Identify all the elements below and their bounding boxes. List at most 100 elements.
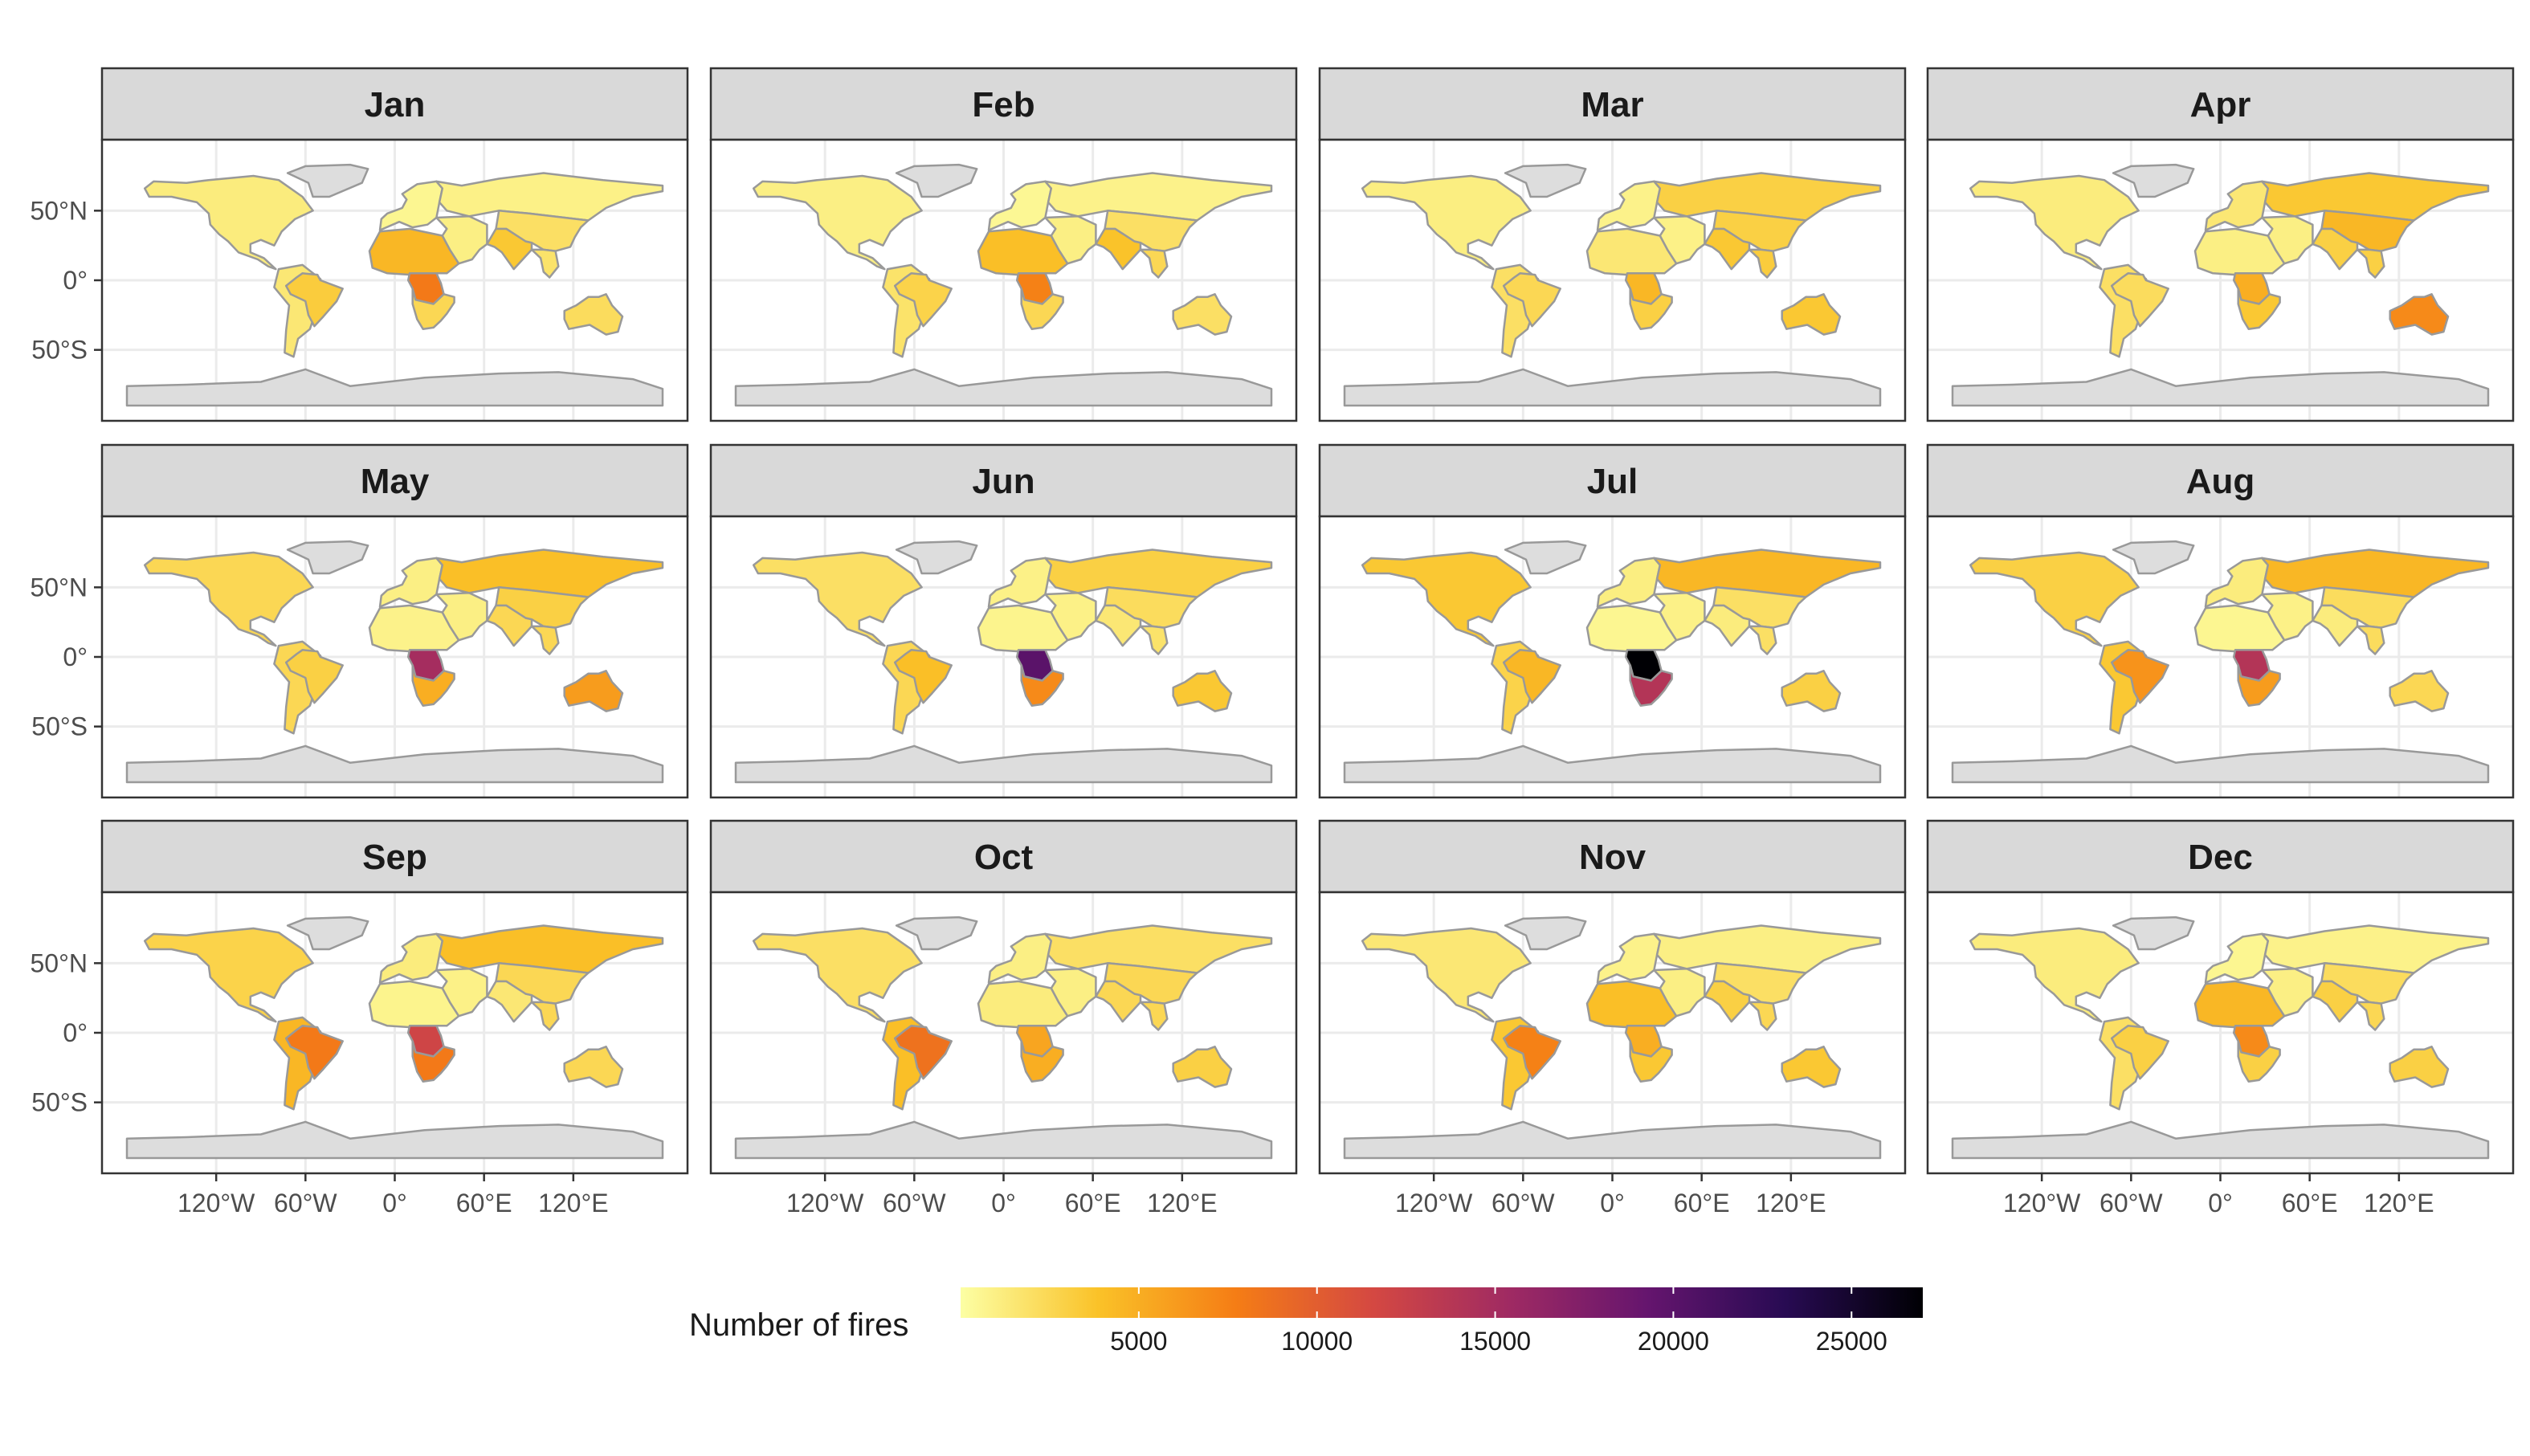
region-se-asia bbox=[530, 625, 560, 655]
legend-break-label: 15000 bbox=[1459, 1327, 1531, 1356]
panel-border bbox=[1926, 515, 2515, 799]
x-tick-label: 120°W bbox=[2003, 1189, 2081, 1217]
region-australia bbox=[1781, 293, 1842, 336]
region-antarctica bbox=[1343, 744, 1882, 784]
facet-strip bbox=[1926, 819, 2515, 894]
region-middle-east bbox=[1044, 968, 1097, 1018]
x-tick-label: 120°E bbox=[538, 1189, 609, 1217]
facet-strip bbox=[709, 443, 1298, 518]
region-south-africa bbox=[1629, 1040, 1673, 1083]
region-se-asia bbox=[1748, 625, 1777, 655]
region-greenland bbox=[286, 540, 369, 575]
region-russia bbox=[1653, 924, 1882, 974]
region-brazil bbox=[2110, 272, 2169, 328]
facet-panel-jul: Jul bbox=[1318, 443, 1907, 799]
y-tick-label: 50°N bbox=[31, 573, 88, 602]
region-south-africa bbox=[1020, 288, 1064, 330]
panel-border bbox=[1926, 138, 2515, 422]
x-tick-label: 0° bbox=[2208, 1189, 2233, 1217]
region-south-africa bbox=[411, 1040, 455, 1083]
region-greenland bbox=[895, 916, 978, 951]
legend-break-label: 25000 bbox=[1816, 1327, 1887, 1356]
facet-strip-label: Dec bbox=[2188, 838, 2253, 877]
region-north-america bbox=[143, 551, 314, 647]
panel-border bbox=[709, 138, 1298, 422]
region-south-africa bbox=[411, 664, 455, 707]
panel-border bbox=[709, 515, 1298, 799]
facet-strip bbox=[100, 67, 689, 141]
facet-strip-label: Sep bbox=[362, 838, 427, 877]
region-antarctica bbox=[734, 1120, 1273, 1160]
x-tick-label: 120°W bbox=[786, 1189, 864, 1217]
facet-strip-label: Feb bbox=[972, 85, 1034, 124]
region-russia bbox=[2261, 549, 2490, 598]
region-russia bbox=[2261, 172, 2490, 222]
facet-panel-nov: Nov 120°W 60°W 0° 60°E 120°E bbox=[1318, 819, 1907, 1217]
region-middle-east bbox=[2261, 592, 2314, 642]
x-tick-label: 0° bbox=[1600, 1189, 1625, 1217]
facet-strip-label: Aug bbox=[2186, 462, 2255, 501]
region-russia bbox=[2261, 924, 2490, 974]
x-tick-label: 120°E bbox=[1756, 1189, 1826, 1217]
region-north-america bbox=[1969, 551, 2140, 647]
y-tick-label: 50°S bbox=[31, 1088, 88, 1117]
x-tick-label: 60°E bbox=[2282, 1189, 2338, 1217]
region-south-africa bbox=[411, 288, 455, 330]
region-greenland bbox=[1504, 916, 1587, 951]
region-middle-east bbox=[1044, 592, 1097, 642]
region-brazil bbox=[2110, 649, 2169, 704]
region-west-africa bbox=[2193, 980, 2286, 1029]
panel-border bbox=[1318, 138, 1907, 422]
y-tick-label: 0° bbox=[63, 266, 88, 295]
x-tick-label: 60°W bbox=[2099, 1189, 2163, 1217]
region-brazil bbox=[284, 1025, 344, 1080]
region-brazil bbox=[893, 649, 953, 704]
region-brazil bbox=[893, 1025, 953, 1080]
facet-strip-label: Jul bbox=[1587, 462, 1638, 501]
region-brazil bbox=[284, 649, 344, 704]
facet-strip-label: Apr bbox=[2190, 85, 2251, 124]
region-se-asia bbox=[1748, 1001, 1777, 1031]
region-brazil bbox=[284, 272, 344, 328]
region-antarctica bbox=[1951, 744, 2490, 784]
region-north-america bbox=[752, 551, 923, 647]
region-antarctica bbox=[1343, 368, 1882, 407]
region-se-asia bbox=[1139, 248, 1169, 279]
region-brazil bbox=[1502, 649, 1561, 704]
legend-break-label: 20000 bbox=[1638, 1327, 1709, 1356]
facet-strip bbox=[1926, 67, 2515, 141]
region-north-america bbox=[1969, 174, 2140, 271]
region-greenland bbox=[286, 163, 369, 198]
region-se-asia bbox=[2356, 1001, 2385, 1031]
facet-panel-apr: Apr bbox=[1926, 67, 2515, 422]
region-australia bbox=[1172, 293, 1233, 336]
panel-border bbox=[1318, 515, 1907, 799]
region-australia bbox=[1172, 670, 1233, 712]
region-north-america bbox=[1361, 551, 1532, 647]
region-russia bbox=[1044, 924, 1273, 974]
region-greenland bbox=[895, 163, 978, 198]
region-greenland bbox=[2112, 916, 2195, 951]
region-brazil bbox=[1502, 272, 1561, 328]
region-se-asia bbox=[2356, 248, 2385, 279]
region-russia bbox=[435, 549, 664, 598]
facet-panel-mar: Mar bbox=[1318, 67, 1907, 422]
region-australia bbox=[2389, 1046, 2450, 1088]
region-west-africa bbox=[2193, 227, 2286, 276]
region-russia bbox=[1044, 549, 1273, 598]
region-middle-east bbox=[2261, 215, 2314, 265]
facet-panel-may: May 50°N 0° 50°S bbox=[31, 443, 689, 799]
region-se-asia bbox=[1139, 1001, 1169, 1031]
x-tick-label: 60°W bbox=[883, 1189, 946, 1217]
x-tick-label: 0° bbox=[991, 1189, 1016, 1217]
facet-strip bbox=[1318, 67, 1907, 141]
region-west-africa bbox=[1585, 604, 1678, 653]
region-south-africa bbox=[1020, 1040, 1064, 1083]
region-middle-east bbox=[1653, 592, 1706, 642]
region-south-africa bbox=[2237, 664, 2281, 707]
region-se-asia bbox=[1748, 248, 1777, 279]
facet-panel-oct: Oct 120°W 60°W 0° 60°E 120°E bbox=[709, 819, 1298, 1217]
region-se-asia bbox=[530, 1001, 560, 1031]
x-tick-label: 60°W bbox=[1491, 1189, 1555, 1217]
